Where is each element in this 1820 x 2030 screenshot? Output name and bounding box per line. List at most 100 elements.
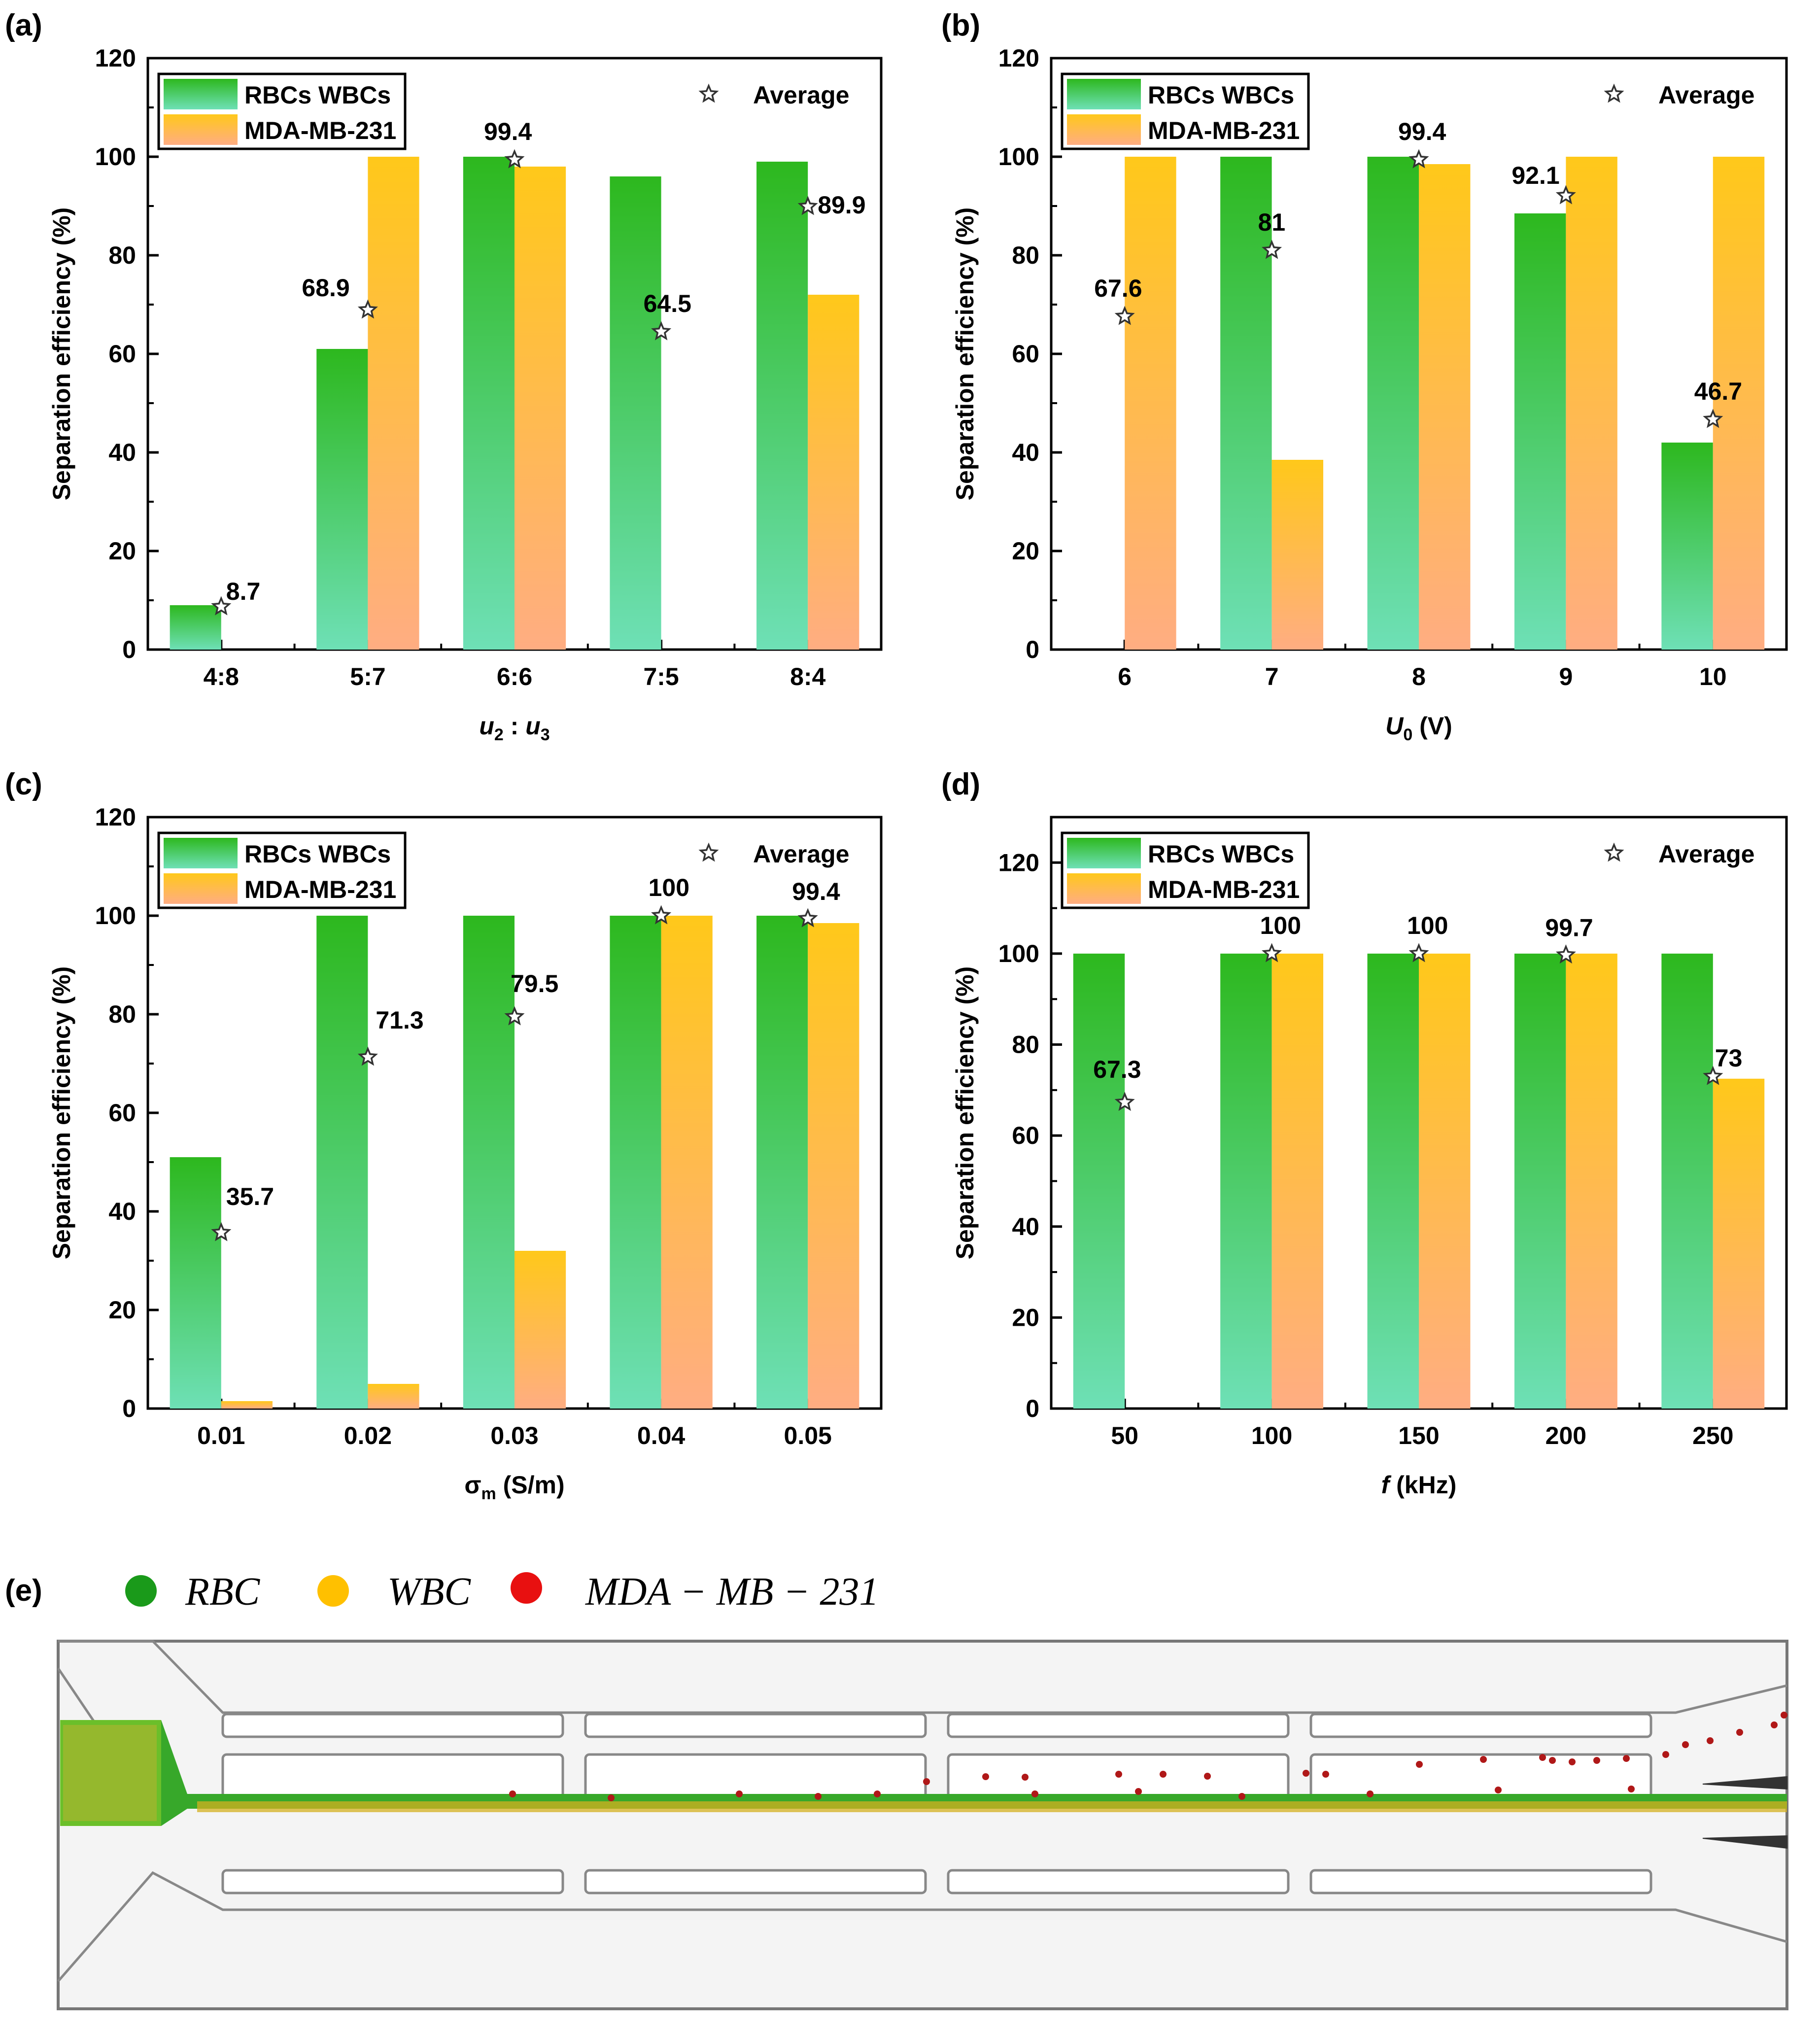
average-data-label: 64.5 bbox=[644, 290, 691, 317]
bar-rbc-wbc bbox=[170, 1157, 221, 1409]
legend: RBCs WBCs MDA-MB-231 Average bbox=[157, 831, 849, 909]
y-tick-label: 40 bbox=[108, 1198, 136, 1225]
average-star-marker bbox=[651, 321, 672, 341]
legend-swatch-mda bbox=[1067, 873, 1141, 904]
average-data-label: 99.4 bbox=[792, 878, 840, 905]
y-tick-label: 20 bbox=[1012, 1304, 1039, 1331]
average-data-label: 71.3 bbox=[376, 1006, 423, 1034]
bar-mda bbox=[808, 923, 859, 1409]
x-tick-label: 150 bbox=[1398, 1422, 1439, 1449]
mda-cell-dot bbox=[1682, 1741, 1689, 1748]
x-tick-label: 9 bbox=[1559, 663, 1573, 690]
x-tick-label: 0.05 bbox=[784, 1422, 832, 1449]
x-tick-label: 0.01 bbox=[197, 1422, 245, 1449]
rbc-legend-label: RBC bbox=[185, 1570, 261, 1614]
x-tick-label: 8:4 bbox=[790, 663, 825, 690]
star-icon bbox=[698, 842, 719, 862]
y-tick-label: 0 bbox=[1026, 1395, 1039, 1422]
legend-label-mda: MDA-MB-231 bbox=[1148, 876, 1300, 903]
mda-cell-dot bbox=[1771, 1721, 1778, 1728]
mda-cell-dot bbox=[874, 1790, 881, 1797]
legend: RBCs WBCs MDA-MB-231 Average bbox=[1061, 831, 1754, 909]
average-data-label: 99.4 bbox=[1398, 118, 1446, 145]
x-axis-title-part: 0 bbox=[1403, 725, 1412, 744]
mda-cell-dot bbox=[1662, 1751, 1669, 1758]
legend-label-rbc-wbc: RBCs WBCs bbox=[244, 81, 391, 109]
mda-cell-dot bbox=[1781, 1712, 1787, 1719]
legend-label-mda: MDA-MB-231 bbox=[244, 117, 396, 144]
x-tick-label: 10 bbox=[1699, 663, 1727, 690]
mda-cell-dot bbox=[1549, 1757, 1556, 1764]
mda-cell-dot bbox=[1707, 1737, 1714, 1744]
average-star-marker bbox=[504, 1006, 525, 1026]
legend-label-average: Average bbox=[1658, 840, 1754, 868]
particle-stream-rbc bbox=[161, 1720, 1787, 1826]
x-tick-label: 8 bbox=[1412, 663, 1426, 690]
average-data-label: 67.3 bbox=[1093, 1056, 1141, 1083]
average-data-label: 73 bbox=[1715, 1044, 1743, 1072]
y-tick-label: 100 bbox=[95, 902, 136, 929]
electrode-top-4 bbox=[1309, 1713, 1652, 1738]
bar-rbc-wbc bbox=[1514, 213, 1566, 650]
x-axis-title: u2 : u3 bbox=[479, 712, 549, 744]
x-tick-label: 200 bbox=[1545, 1422, 1586, 1449]
wbc-legend-label: WBC bbox=[387, 1570, 472, 1614]
bar-mda bbox=[661, 916, 713, 1409]
average-star-marker bbox=[1114, 306, 1135, 325]
y-tick-label: 80 bbox=[108, 1000, 136, 1028]
bar-rbc-wbc bbox=[1514, 953, 1566, 1409]
average-data-label: 68.9 bbox=[302, 274, 349, 302]
y-tick-label: 0 bbox=[122, 636, 136, 663]
average-star-marker bbox=[1408, 943, 1429, 963]
legend-label-rbc-wbc: RBCs WBCs bbox=[1148, 840, 1294, 868]
x-tick-label: 6:6 bbox=[497, 663, 532, 690]
average-data-label: 79.5 bbox=[511, 970, 558, 998]
mda-cell-dot bbox=[1367, 1790, 1374, 1797]
bar-rbc-wbc bbox=[610, 916, 661, 1409]
bar-rbc-wbc bbox=[1220, 157, 1272, 650]
legend-swatch-mda bbox=[164, 114, 238, 145]
y-tick-label: 60 bbox=[108, 1099, 136, 1127]
x-tick-label: 50 bbox=[1111, 1422, 1138, 1449]
bar-rbc-wbc bbox=[610, 176, 661, 650]
average-star-marker bbox=[1262, 240, 1282, 259]
mda-cell-dot bbox=[1628, 1786, 1635, 1792]
electrode-bottom-2 bbox=[584, 1869, 927, 1894]
bar-mda bbox=[1713, 1078, 1765, 1409]
mda-cell-dot bbox=[1115, 1771, 1122, 1778]
mda-cell-dot bbox=[509, 1790, 516, 1797]
bar-rbc-wbc bbox=[1367, 953, 1419, 1409]
average-star-marker bbox=[651, 905, 672, 925]
x-axis-title-part: 3 bbox=[541, 725, 550, 744]
legend-swatch-mda bbox=[164, 873, 238, 904]
average-star-marker bbox=[211, 596, 232, 616]
electrode-bottom-1 bbox=[221, 1869, 564, 1894]
y-tick-label: 120 bbox=[95, 44, 136, 72]
mda-cell-dot bbox=[1480, 1756, 1487, 1763]
average-data-label: 100 bbox=[1407, 912, 1448, 939]
mda-legend-marker bbox=[511, 1572, 542, 1604]
bar-mda bbox=[1566, 953, 1617, 1409]
lower-wall bbox=[57, 1871, 1787, 1982]
x-axis-title-part: m bbox=[481, 1484, 496, 1503]
average-star-marker bbox=[1555, 944, 1576, 964]
x-axis-title-part: u bbox=[525, 712, 541, 740]
electrode-top-1 bbox=[221, 1713, 564, 1738]
particle-stream-wbc bbox=[197, 1801, 1787, 1812]
mda-cell-dot bbox=[1238, 1793, 1245, 1800]
mda-cell-dot bbox=[1204, 1773, 1211, 1780]
mda-cell-dot bbox=[1135, 1788, 1142, 1795]
bar-rbc-wbc bbox=[316, 916, 368, 1409]
panel-label-d: (d) bbox=[941, 767, 980, 801]
mda-cell-dot bbox=[1539, 1754, 1546, 1761]
average-data-label: 100 bbox=[1260, 912, 1301, 939]
legend-label-average: Average bbox=[1658, 81, 1754, 109]
x-axis-title-part: : bbox=[504, 712, 525, 740]
y-tick-label: 40 bbox=[1012, 439, 1039, 466]
mda-cell-dot bbox=[1593, 1757, 1600, 1764]
bar-mda bbox=[368, 157, 419, 650]
x-axis-title-part: (S/m) bbox=[496, 1471, 565, 1499]
x-axis-title-part: U bbox=[1385, 712, 1404, 740]
bar-mda bbox=[1125, 157, 1176, 650]
